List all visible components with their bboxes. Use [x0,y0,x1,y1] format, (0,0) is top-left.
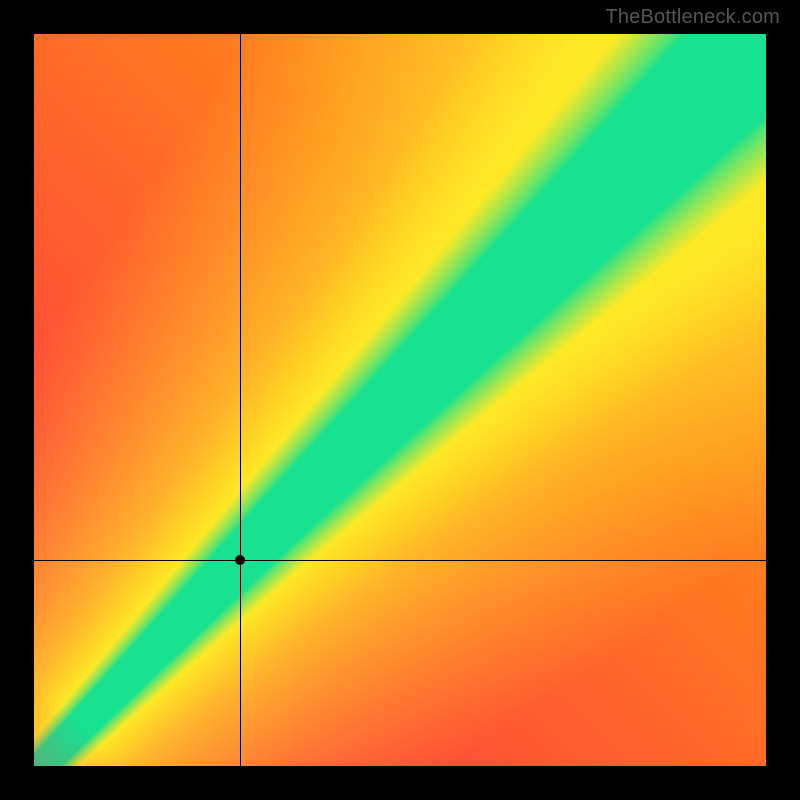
heatmap-canvas [34,34,766,766]
crosshair-horizontal [34,560,766,561]
crosshair-marker [235,555,245,565]
heatmap-plot-area [34,34,766,766]
watermark-text: TheBottleneck.com [605,6,780,29]
chart-container: TheBottleneck.com [0,0,800,800]
crosshair-vertical [240,34,241,766]
